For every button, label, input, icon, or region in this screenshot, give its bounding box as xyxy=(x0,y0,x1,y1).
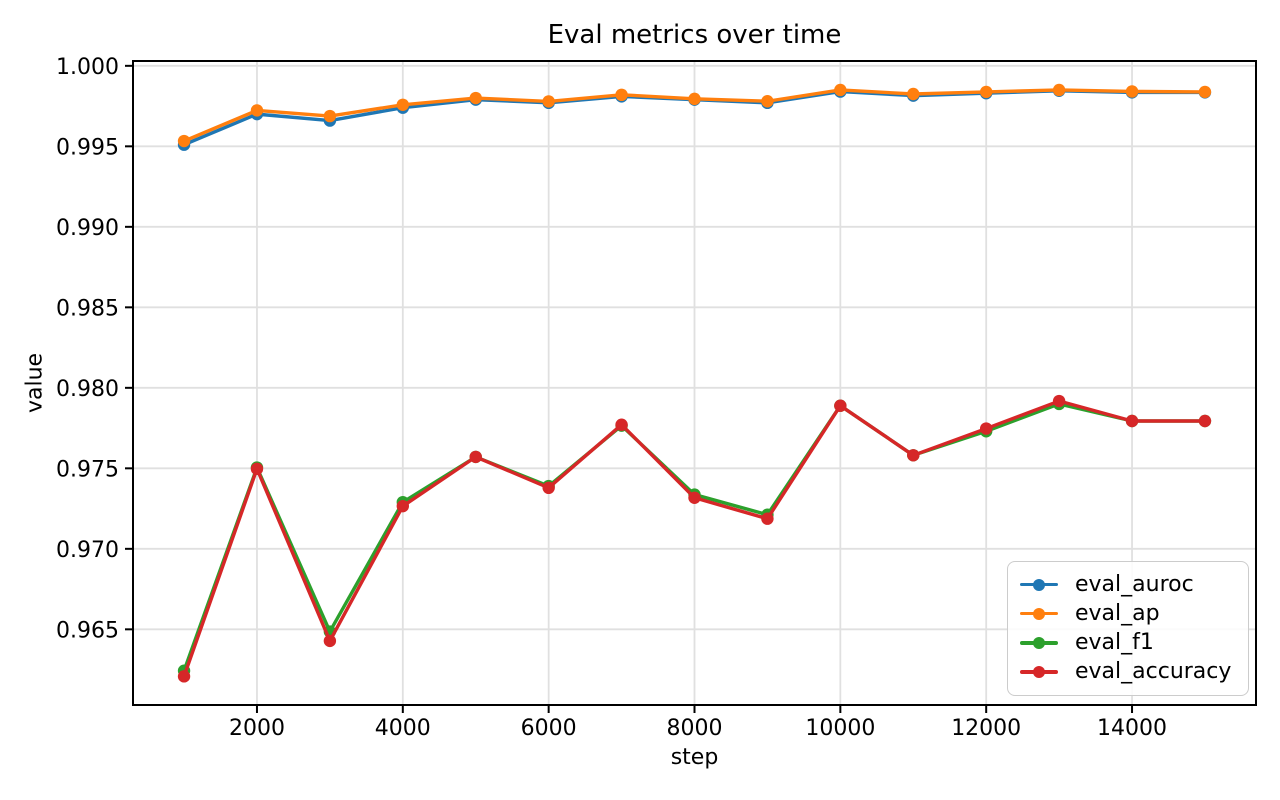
data-point-eval_accuracy xyxy=(323,634,337,648)
data-point-eval_ap xyxy=(761,95,774,108)
y-axis-label: value xyxy=(22,352,48,414)
y-tick-label: 0.965 xyxy=(56,618,119,643)
data-point-eval_ap xyxy=(250,104,264,117)
data-point-eval_accuracy xyxy=(834,399,847,412)
y-tick-label: 0.985 xyxy=(56,296,119,321)
data-point-eval_ap xyxy=(396,98,410,111)
x-tick-label: 14000 xyxy=(1097,716,1167,741)
data-point-eval_accuracy xyxy=(469,450,482,464)
data-point-eval_ap xyxy=(834,83,847,97)
y-tick-label: 0.990 xyxy=(56,216,119,241)
legend-line-marker-icon xyxy=(1020,665,1058,679)
data-point-eval_accuracy xyxy=(177,670,191,683)
data-point-eval_accuracy xyxy=(688,491,701,504)
legend-swatch-dot xyxy=(1033,578,1045,591)
data-point-eval_ap xyxy=(615,88,628,102)
x-tick-label: 6000 xyxy=(521,716,577,741)
y-tick-label: 0.970 xyxy=(56,538,119,563)
x-axis-label: step xyxy=(670,745,719,770)
legend-label: eval_auroc xyxy=(1075,571,1194,597)
legend-item-eval_auroc: eval_auroc xyxy=(1020,571,1238,597)
data-point-eval_ap xyxy=(688,92,701,106)
legend-label: eval_ap xyxy=(1075,600,1160,626)
legend-item-eval_f1: eval_f1 xyxy=(1020,630,1238,656)
data-point-eval_ap xyxy=(177,134,191,148)
legend-line-marker-icon xyxy=(1020,636,1058,650)
chart-title: Eval metrics over time xyxy=(547,20,842,50)
data-point-eval_accuracy xyxy=(542,481,555,495)
legend-item-eval_ap: eval_ap xyxy=(1020,600,1238,626)
data-point-eval_accuracy xyxy=(250,462,264,476)
data-point-eval_ap xyxy=(907,87,920,101)
data-point-eval_ap xyxy=(323,109,337,123)
legend-swatch-dot xyxy=(1033,637,1045,650)
data-point-eval_accuracy xyxy=(761,512,774,525)
y-tick-label: 0.995 xyxy=(56,135,119,160)
legend-swatch-dot xyxy=(1033,666,1045,679)
x-tick-label: 10000 xyxy=(805,716,875,741)
y-tick-label: 1.000 xyxy=(56,55,119,80)
data-point-eval_ap xyxy=(979,85,993,99)
legend-label: eval_accuracy xyxy=(1075,659,1232,685)
data-point-eval_accuracy xyxy=(1125,414,1139,428)
data-point-eval_accuracy xyxy=(907,449,920,462)
legend: eval_auroc eval_ap eval_f1 eval_accuracy xyxy=(1007,561,1249,696)
legend-line-marker-icon xyxy=(1020,607,1058,621)
data-point-eval_accuracy xyxy=(615,418,628,431)
data-point-eval_ap xyxy=(469,91,482,105)
x-tick-label: 8000 xyxy=(667,716,723,741)
y-tick-label: 0.980 xyxy=(56,377,119,402)
legend-item-eval_accuracy: eval_accuracy xyxy=(1020,660,1238,684)
y-tick-label: 0.975 xyxy=(56,457,119,482)
x-tick-label: 2000 xyxy=(229,716,285,741)
legend-label: eval_f1 xyxy=(1075,630,1154,656)
x-tick-label: 12000 xyxy=(951,716,1021,741)
data-point-eval_accuracy xyxy=(1052,394,1066,408)
data-point-eval_ap xyxy=(1198,85,1212,99)
data-point-eval_accuracy xyxy=(979,422,993,435)
legend-swatch-dot xyxy=(1033,607,1045,620)
data-point-eval_accuracy xyxy=(396,499,410,513)
data-point-eval_ap xyxy=(542,95,555,108)
x-tick-label: 4000 xyxy=(375,716,431,741)
legend-line-marker-icon xyxy=(1020,578,1058,592)
data-point-eval_ap xyxy=(1125,85,1139,98)
data-point-eval_ap xyxy=(1052,83,1066,97)
data-point-eval_accuracy xyxy=(1198,414,1212,428)
